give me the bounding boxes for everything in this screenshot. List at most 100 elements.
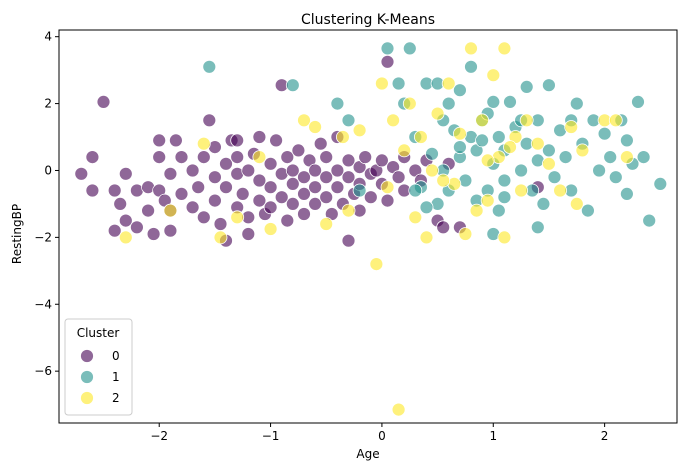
x-tick-label: −2 [150, 429, 168, 443]
cluster-2-point [430, 106, 445, 121]
cluster-1-point [475, 133, 490, 148]
cluster-0-point [185, 200, 200, 215]
cluster-0-point [374, 153, 389, 168]
cluster-2-point [425, 163, 439, 178]
cluster-2-point [608, 113, 623, 128]
cluster-1-point [452, 140, 467, 155]
cluster-0-point [297, 186, 311, 201]
cluster-0-point [263, 200, 278, 215]
cluster-1-point [285, 78, 300, 93]
cluster-2-point [480, 153, 495, 168]
y-tick-label: 2 [44, 97, 52, 111]
cluster-1-point [636, 150, 651, 165]
cluster-1-point [597, 126, 612, 141]
cluster-0-point [241, 163, 256, 178]
cluster-0-point [163, 223, 178, 238]
cluster-0-point [191, 180, 206, 195]
legend-marker-2 [80, 391, 94, 405]
cluster-0-point [96, 95, 111, 109]
cluster-0-point [380, 193, 395, 208]
cluster-1-point [608, 170, 623, 185]
cluster-0-point [436, 220, 451, 235]
cluster-2-point [408, 210, 423, 225]
cluster-0-point [230, 133, 245, 148]
cluster-1-point [402, 41, 417, 56]
y-tick-label: −6 [34, 364, 52, 378]
cluster-0-point [308, 180, 323, 195]
ticks-layer: −2 −1 0 1 2 −6 −4 −2 0 2 4 [34, 30, 608, 443]
y-tick-label: −4 [34, 297, 52, 311]
cluster-1-point [569, 96, 584, 111]
cluster-2-point [542, 156, 556, 171]
cluster-2-point [452, 126, 467, 141]
cluster-0-point [252, 173, 267, 188]
cluster-0-point [168, 133, 183, 148]
cluster-0-point [341, 170, 356, 185]
cluster-0-point [391, 170, 406, 185]
cluster-0-point [330, 163, 345, 178]
cluster-2-point [252, 150, 267, 165]
cluster-0-point [118, 213, 133, 228]
cluster-0-point [174, 186, 189, 201]
cluster-0-point [207, 193, 222, 208]
cluster-0-point [313, 136, 328, 151]
cluster-1-point [536, 196, 551, 211]
cluster-2-point [458, 227, 473, 241]
cluster-0-point [319, 170, 334, 185]
cluster-2-point [319, 217, 334, 231]
cluster-0-point [129, 220, 144, 235]
cluster-0-point [269, 133, 284, 148]
cluster-2-point [341, 203, 356, 218]
cluster-0-point [74, 166, 89, 181]
cluster-1-point [581, 203, 595, 218]
cluster-0-point [163, 166, 178, 181]
cluster-0-point [280, 213, 295, 228]
cluster-1-point [542, 143, 556, 158]
cluster-1-point [491, 203, 506, 218]
cluster-1-point [514, 163, 528, 178]
cluster-0-point [230, 150, 245, 165]
cluster-1-point [603, 150, 618, 165]
cluster-2-point [297, 113, 311, 128]
cluster-1-point [408, 183, 423, 198]
legend-label-0: 0 [112, 349, 120, 363]
cluster-0-point [263, 156, 278, 171]
cluster-1-point [620, 186, 634, 201]
cluster-2-point [308, 120, 323, 134]
cluster-0-point [285, 163, 300, 178]
cluster-2-point [514, 183, 528, 198]
cluster-0-point [107, 183, 122, 198]
cluster-0-point [85, 183, 100, 198]
cluster-2-point [486, 68, 501, 83]
cluster-2-point [553, 183, 567, 198]
cluster-1-point [530, 220, 545, 235]
cluster-1-point [452, 83, 467, 98]
x-tick-label: 1 [489, 429, 497, 443]
cluster-2-point [402, 96, 417, 111]
cluster-1-point [491, 130, 506, 144]
cluster-1-point [547, 170, 562, 185]
cluster-2-point [480, 193, 495, 208]
cluster-1-point [592, 163, 606, 178]
cluster-0-point [308, 196, 323, 211]
cluster-2-point [464, 41, 478, 56]
x-tick-label: −1 [262, 429, 280, 443]
cluster-2-point [497, 230, 512, 245]
legend-title: Cluster [77, 326, 120, 340]
cluster-0-point [196, 210, 211, 225]
cluster-2-point [163, 203, 178, 218]
cluster-1-point [419, 200, 434, 215]
points-layer [74, 41, 668, 417]
cluster-2-point [475, 113, 490, 128]
cluster-0-point [141, 203, 156, 218]
cluster-1-point [631, 95, 645, 109]
cluster-0-point [285, 196, 300, 211]
cluster-2-point [380, 180, 395, 195]
cluster-0-point [363, 190, 378, 205]
legend-box [64, 318, 133, 416]
cluster-0-point [113, 196, 128, 211]
cluster-0-point [202, 113, 217, 128]
plot-frame [58, 29, 678, 424]
